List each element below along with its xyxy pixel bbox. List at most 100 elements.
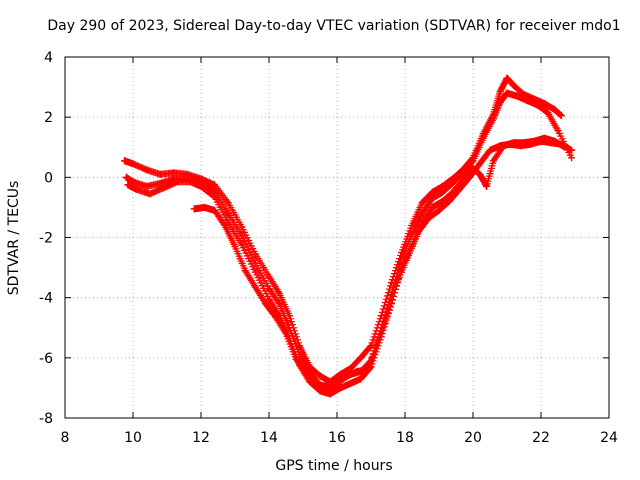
y-tick-label: -6: [39, 351, 53, 367]
data-point: [187, 178, 195, 186]
x-tick-label: 24: [600, 430, 618, 446]
data-point: [353, 367, 361, 375]
data-point: [170, 169, 178, 177]
data-point: [496, 142, 504, 150]
data-point: [302, 369, 310, 377]
data-point: [132, 185, 140, 193]
data-point: [517, 142, 525, 150]
data-point: [394, 276, 402, 284]
series-track-a: [121, 74, 565, 386]
data-point: [568, 154, 576, 162]
data-point: [486, 146, 494, 154]
data-point: [343, 372, 351, 380]
x-tick-label: 12: [192, 430, 210, 446]
data-point: [238, 241, 246, 249]
data-point: [476, 170, 484, 178]
data-point: [534, 101, 542, 109]
data-point: [211, 206, 219, 214]
data-point: [143, 182, 151, 190]
y-tick-label: 2: [44, 110, 53, 126]
data-point: [336, 370, 344, 378]
data-point: [316, 372, 324, 380]
data-point: [292, 355, 300, 363]
data-point: [445, 197, 453, 205]
data-point: [404, 252, 412, 260]
data-point: [479, 134, 487, 142]
data-point: [323, 382, 331, 390]
data-point: [540, 100, 548, 108]
data-point: [124, 181, 132, 189]
data-point: [554, 127, 562, 135]
data-point: [438, 197, 446, 205]
x-tick-label: 10: [124, 430, 142, 446]
x-tick-label: 16: [328, 430, 346, 446]
data-point: [251, 268, 259, 276]
data-point: [476, 160, 484, 168]
data-point: [364, 366, 372, 374]
data-point: [510, 82, 518, 90]
data-point: [190, 205, 198, 213]
data-point: [275, 300, 283, 308]
x-axis-label: GPS time / hours: [275, 458, 392, 474]
data-point: [483, 182, 491, 190]
data-point: [428, 188, 436, 196]
data-point: [435, 206, 443, 214]
data-point: [503, 89, 511, 97]
data-point: [262, 300, 270, 308]
y-tick-label: -8: [39, 411, 53, 427]
data-point: [449, 179, 457, 187]
data-point: [251, 250, 259, 258]
data-point: [496, 88, 504, 96]
data-point: [326, 390, 334, 398]
data-point: [143, 166, 151, 174]
data-point: [296, 342, 304, 350]
data-point: [347, 379, 355, 387]
data-point: [523, 97, 531, 105]
data-point: [333, 379, 341, 387]
data-point: [285, 324, 293, 332]
data-point: [224, 209, 232, 217]
data-point: [211, 187, 219, 195]
data-point: [211, 193, 219, 201]
grid: [65, 57, 609, 418]
data-point: [496, 98, 504, 106]
y-axis-label: SDTVAR / TECUs: [6, 181, 22, 296]
data-point: [466, 173, 474, 181]
x-tick-label: 20: [464, 430, 482, 446]
data-point: [224, 199, 232, 207]
data-point: [272, 313, 280, 321]
x-tick-label: 22: [532, 430, 550, 446]
data-point: [513, 92, 521, 100]
data-point: [347, 364, 355, 372]
data-point: [122, 173, 130, 181]
y-tick-label: -2: [39, 231, 53, 247]
plot-frame: [64, 56, 610, 419]
data-point: [241, 267, 249, 275]
data-point: [438, 182, 446, 190]
data-point: [428, 194, 436, 202]
data-point: [336, 384, 344, 392]
data-point: [537, 137, 545, 145]
data-point: [455, 185, 463, 193]
data-point: [200, 203, 208, 211]
data-point: [557, 140, 565, 148]
y-tick-label: -4: [39, 291, 53, 307]
data-point: [160, 184, 168, 192]
series-track-d: [190, 137, 576, 390]
data-point: [489, 157, 497, 165]
data-point: [231, 243, 239, 251]
data-point: [527, 140, 535, 148]
data-point: [156, 170, 164, 178]
data-point: [547, 139, 555, 147]
data-point: [425, 214, 433, 222]
data-point: [275, 289, 283, 297]
data-point: [489, 115, 497, 123]
data-point: [265, 273, 273, 281]
data-point: [146, 190, 154, 198]
data-point: [121, 157, 128, 165]
y-tick-label: 0: [44, 170, 53, 186]
data-point: [374, 339, 382, 347]
data-point: [282, 330, 290, 338]
